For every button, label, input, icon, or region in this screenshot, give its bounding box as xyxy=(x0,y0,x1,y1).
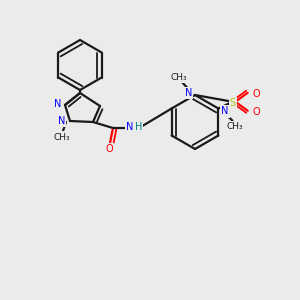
Text: CH₃: CH₃ xyxy=(226,122,243,131)
Text: CH₃: CH₃ xyxy=(171,73,187,82)
Text: N: N xyxy=(184,88,192,98)
Text: N: N xyxy=(58,116,65,126)
Text: H: H xyxy=(135,122,142,132)
Text: O: O xyxy=(253,107,260,117)
Text: O: O xyxy=(253,89,260,99)
Text: N: N xyxy=(126,122,133,132)
Text: N: N xyxy=(54,99,61,109)
Text: O: O xyxy=(105,144,113,154)
Text: N: N xyxy=(221,106,229,116)
Text: CH₃: CH₃ xyxy=(54,133,70,142)
Text: S: S xyxy=(230,98,236,108)
